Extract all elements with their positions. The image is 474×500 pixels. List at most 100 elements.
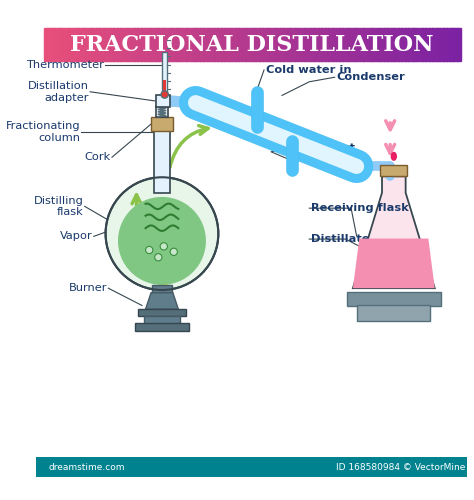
Bar — [280, 28, 284, 61]
Bar — [155, 28, 159, 61]
Bar — [44, 28, 48, 61]
Polygon shape — [353, 176, 435, 288]
Bar — [259, 28, 263, 61]
Bar — [135, 322, 189, 331]
Bar — [245, 28, 249, 61]
Bar — [64, 28, 69, 61]
Text: Distilling
flask: Distilling flask — [34, 196, 84, 217]
Bar — [238, 28, 243, 61]
Bar — [357, 304, 430, 321]
Polygon shape — [158, 268, 168, 285]
Bar — [436, 28, 440, 61]
Circle shape — [118, 197, 206, 285]
Bar — [447, 28, 451, 61]
Bar — [155, 94, 170, 107]
Bar — [103, 28, 107, 61]
Bar — [360, 28, 364, 61]
Bar — [387, 28, 392, 61]
Bar — [210, 28, 215, 61]
Bar — [120, 28, 125, 61]
Bar — [144, 316, 180, 324]
Bar — [141, 28, 146, 61]
Bar — [342, 28, 346, 61]
Bar — [106, 28, 110, 61]
Bar — [432, 28, 437, 61]
Bar — [408, 28, 412, 61]
Bar — [252, 28, 256, 61]
Bar — [349, 28, 354, 61]
Bar — [214, 28, 218, 61]
Bar — [138, 309, 186, 316]
Bar — [92, 28, 97, 61]
Bar — [443, 28, 447, 61]
Bar — [394, 28, 399, 61]
Bar — [85, 28, 90, 61]
Text: Receiving flask: Receiving flask — [311, 203, 409, 213]
Bar — [411, 28, 416, 61]
Bar — [164, 80, 166, 94]
Circle shape — [170, 248, 177, 256]
Bar — [318, 28, 322, 61]
Bar — [374, 28, 378, 61]
Bar — [224, 28, 228, 61]
Bar — [419, 28, 423, 61]
Bar — [109, 28, 114, 61]
Bar — [190, 28, 194, 61]
Bar — [36, 458, 467, 477]
Bar — [207, 28, 211, 61]
Bar — [79, 28, 83, 61]
Bar — [426, 28, 430, 61]
Bar — [335, 28, 340, 61]
Bar — [165, 28, 170, 61]
Bar — [450, 28, 454, 61]
Bar — [155, 106, 168, 117]
Polygon shape — [152, 262, 173, 287]
Text: Distillate: Distillate — [311, 234, 370, 244]
Bar — [248, 28, 253, 61]
Bar — [172, 28, 176, 61]
Bar — [228, 28, 232, 61]
Bar — [325, 28, 329, 61]
Bar — [152, 286, 172, 292]
Bar — [301, 28, 305, 61]
Bar — [380, 28, 385, 61]
Bar — [370, 28, 374, 61]
Polygon shape — [146, 292, 178, 309]
Bar — [356, 28, 360, 61]
Bar — [266, 28, 270, 61]
Bar — [186, 28, 191, 61]
Text: Condenser: Condenser — [337, 72, 405, 82]
Bar — [124, 28, 128, 61]
Bar — [405, 28, 409, 61]
Bar — [429, 28, 433, 61]
Bar — [235, 28, 239, 61]
Text: Burner: Burner — [69, 283, 108, 293]
Bar — [297, 28, 301, 61]
Text: dreamstime.com: dreamstime.com — [48, 463, 125, 472]
Circle shape — [155, 254, 162, 261]
Bar — [127, 28, 131, 61]
Bar — [158, 28, 163, 61]
Bar — [182, 28, 187, 61]
Bar — [439, 28, 444, 61]
Bar — [332, 28, 336, 61]
Bar — [134, 28, 138, 61]
Bar — [196, 28, 201, 61]
Bar — [453, 28, 457, 61]
Bar — [113, 28, 118, 61]
Bar — [51, 28, 55, 61]
Text: Distillation
adapter: Distillation adapter — [28, 81, 89, 102]
Bar — [176, 28, 180, 61]
Bar — [321, 28, 326, 61]
Bar — [117, 28, 121, 61]
Bar — [293, 28, 298, 61]
Bar — [203, 28, 208, 61]
Polygon shape — [353, 238, 435, 288]
Bar — [304, 28, 309, 61]
Bar — [398, 28, 402, 61]
Bar — [47, 28, 52, 61]
Text: Cold water in: Cold water in — [266, 65, 352, 75]
Bar — [68, 28, 73, 61]
Bar — [179, 28, 183, 61]
Text: Thermometer: Thermometer — [26, 60, 104, 70]
